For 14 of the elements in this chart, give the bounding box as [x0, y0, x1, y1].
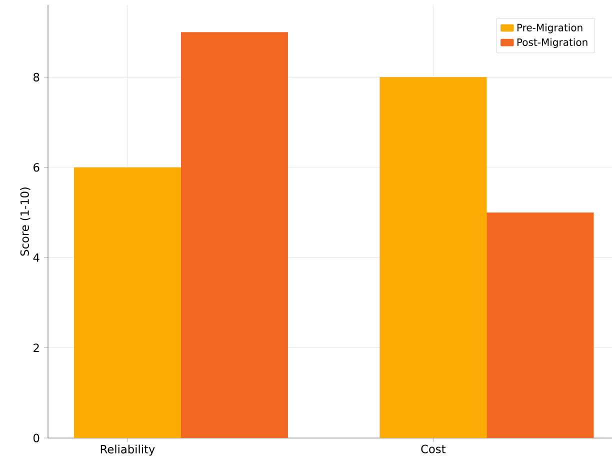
bar — [380, 77, 487, 438]
y-axis-title: Score (1-10) — [20, 188, 30, 256]
bar — [180, 32, 288, 438]
bar — [74, 167, 181, 438]
bar — [486, 212, 594, 438]
legend-label: Post-Migration — [517, 38, 588, 48]
y-tick-label: 8 — [34, 72, 40, 82]
y-tick-label: 6 — [34, 163, 40, 172]
y-tick-label: 2 — [34, 344, 39, 352]
y-tick-label: 4 — [33, 253, 40, 262]
y-tick-label: 0 — [34, 434, 40, 442]
x-tick-label: Reliability — [100, 444, 155, 456]
x-tick-label: Cost — [421, 444, 446, 454]
legend-label: Pre-Migration — [517, 24, 582, 34]
